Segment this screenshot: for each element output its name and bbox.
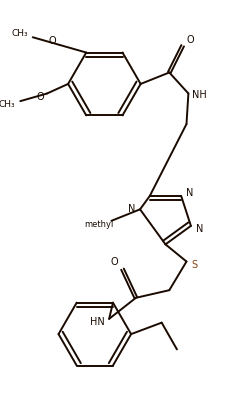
Text: O: O xyxy=(37,92,44,102)
Text: CH₃: CH₃ xyxy=(11,29,28,38)
Text: NH: NH xyxy=(192,91,207,101)
Text: CH₃: CH₃ xyxy=(0,101,15,109)
Text: O: O xyxy=(186,35,194,45)
Text: O: O xyxy=(49,36,57,46)
Text: S: S xyxy=(191,260,197,270)
Text: N: N xyxy=(128,204,135,215)
Text: methyl: methyl xyxy=(84,220,114,229)
Text: N: N xyxy=(196,224,203,234)
Text: N: N xyxy=(186,188,194,198)
Text: HN: HN xyxy=(90,317,105,327)
Text: O: O xyxy=(110,258,118,267)
